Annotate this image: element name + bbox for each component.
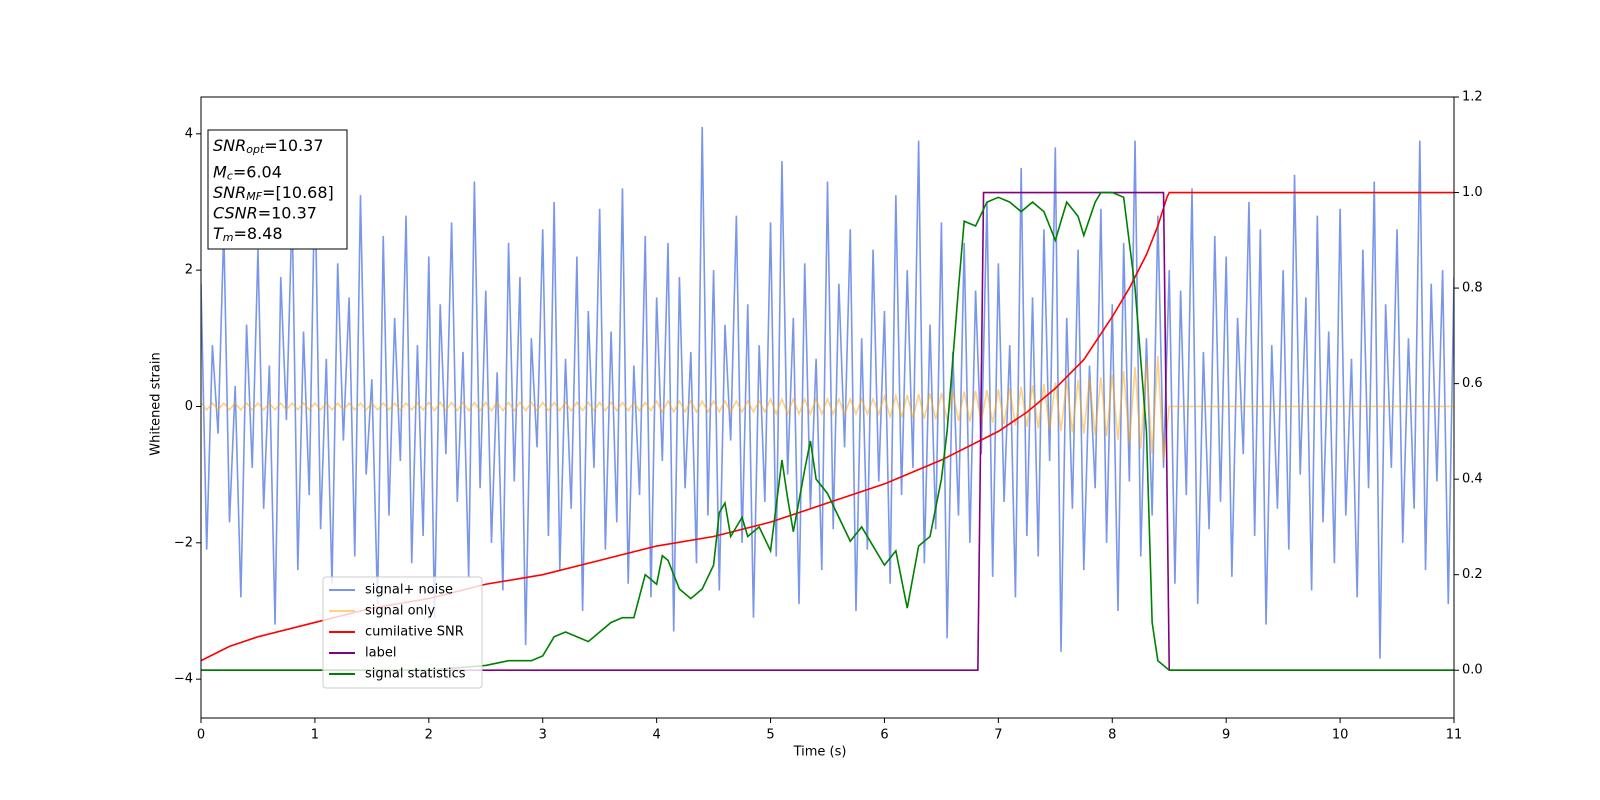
x-tick-label: 0 bbox=[197, 728, 205, 743]
annotation-subscript: MF bbox=[246, 190, 262, 203]
x-tick-label: 6 bbox=[880, 728, 888, 743]
annotation-symbol: SNR bbox=[213, 183, 246, 202]
annotation-line: SNRMF=[10.68] bbox=[213, 183, 334, 204]
y-tick-label: 4 bbox=[185, 126, 193, 141]
annotation-symbol: SNR bbox=[213, 136, 246, 155]
x-tick-label: 3 bbox=[539, 728, 547, 743]
annotation-line: Mc=6.04 bbox=[213, 162, 282, 183]
annotation-subscript: opt bbox=[246, 143, 265, 156]
x-tick-label: 4 bbox=[652, 728, 660, 743]
legend-label: label bbox=[365, 646, 396, 661]
annotation-symbol: M bbox=[213, 162, 227, 181]
x-tick-label: 11 bbox=[1446, 728, 1463, 743]
y2-tick-label: 0.6 bbox=[1462, 376, 1483, 391]
x-tick-label: 2 bbox=[425, 728, 433, 743]
y2-tick-label: 0.8 bbox=[1462, 281, 1483, 296]
legend-label: cumilative SNR bbox=[365, 625, 464, 640]
x-tick-label: 1 bbox=[311, 728, 319, 743]
x-tick-label: 10 bbox=[1332, 728, 1349, 743]
annotation-subscript: m bbox=[223, 231, 234, 244]
y2-tick-label: 1.2 bbox=[1462, 90, 1483, 105]
y2-tick-label: 0.2 bbox=[1462, 567, 1483, 582]
legend-label: signal+ noise bbox=[365, 583, 453, 598]
x-tick-label: 5 bbox=[766, 728, 774, 743]
y2-tick-label: 1.0 bbox=[1462, 185, 1483, 200]
x-tick-label: 7 bbox=[994, 728, 1002, 743]
y2-tick-label: 0.0 bbox=[1462, 663, 1483, 678]
annotation-symbol: T bbox=[213, 224, 224, 243]
annotation-value: =8.48 bbox=[234, 224, 283, 243]
annotation-value: =10.37 bbox=[258, 203, 317, 222]
x-tick-label: 9 bbox=[1222, 728, 1230, 743]
annotation-line: Tm=8.48 bbox=[213, 224, 283, 245]
y-axis-label: Whitened strain bbox=[149, 352, 164, 455]
annotation-value: =10.37 bbox=[264, 136, 323, 155]
y-tick-label: 2 bbox=[185, 263, 193, 278]
series-line bbox=[201, 191, 1454, 672]
annotation-box bbox=[207, 129, 348, 250]
annotation-value: =[10.68] bbox=[262, 183, 334, 202]
legend-label: signal statistics bbox=[365, 667, 466, 682]
y-tick-label: −2 bbox=[174, 535, 193, 550]
legend-box bbox=[322, 576, 483, 689]
annotation-subscript: c bbox=[227, 170, 233, 183]
x-axis-label: Time (s) bbox=[793, 745, 847, 760]
x-tick-label: 8 bbox=[1108, 728, 1116, 743]
annotation-line: CSNR=10.37 bbox=[213, 203, 317, 222]
y-tick-label: 0 bbox=[185, 399, 193, 414]
y-tick-label: −4 bbox=[174, 672, 193, 687]
legend-label: signal only bbox=[365, 604, 435, 619]
series-line bbox=[201, 126, 1454, 659]
plot-frame bbox=[200, 96, 1455, 719]
series-line bbox=[201, 355, 1454, 460]
annotation-symbol: CSNR bbox=[213, 203, 258, 222]
annotation-value: =6.04 bbox=[233, 162, 282, 181]
y2-tick-label: 0.4 bbox=[1462, 472, 1483, 487]
annotation-line: SNRopt=10.37 bbox=[213, 136, 324, 157]
